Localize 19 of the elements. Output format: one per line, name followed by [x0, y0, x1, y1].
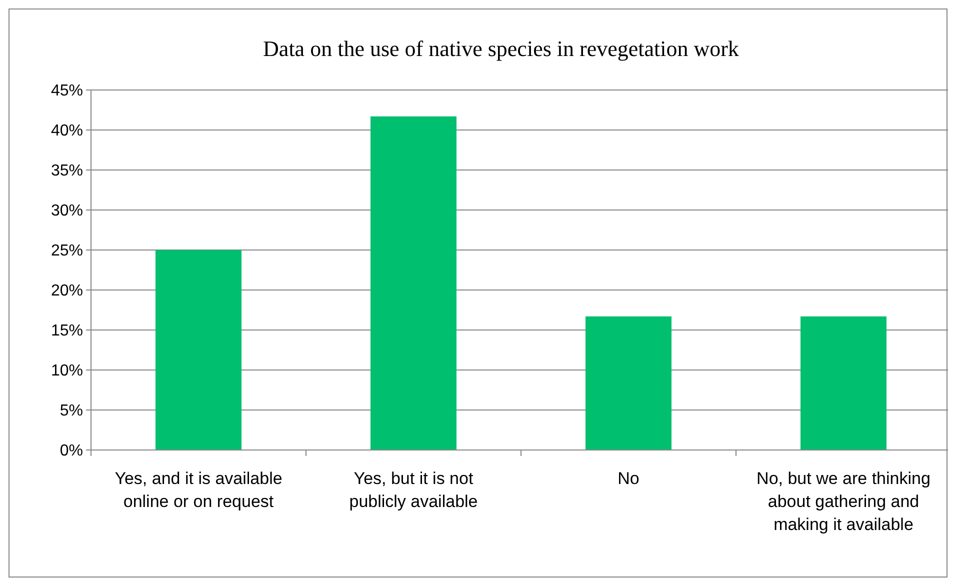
y-tick-label: 20% — [50, 282, 83, 300]
y-tick-label: 45% — [50, 82, 83, 100]
y-tick-label: 0% — [60, 442, 83, 460]
bar — [370, 116, 456, 450]
y-tick-label: 40% — [50, 122, 83, 140]
bar — [800, 316, 886, 450]
bar — [586, 316, 672, 450]
x-tick-label: No, but we are thinking about gathering and making it available — [756, 469, 930, 534]
y-tick-label: 15% — [50, 322, 83, 340]
y-tick-label: 10% — [50, 362, 83, 380]
y-tick-label: 25% — [50, 242, 83, 260]
x-tick-label: No — [618, 469, 640, 488]
y-tick-label: 35% — [50, 162, 83, 180]
x-tick-label: Yes, and it is available online or on request — [114, 469, 282, 511]
y-tick-label: 30% — [50, 202, 83, 220]
x-tick-label: Yes, but it is not publicly available — [349, 469, 478, 511]
chart-title: Data on the use of native species in revegetation work — [263, 36, 739, 61]
bar — [156, 250, 242, 450]
y-tick-label: 5% — [60, 402, 83, 420]
